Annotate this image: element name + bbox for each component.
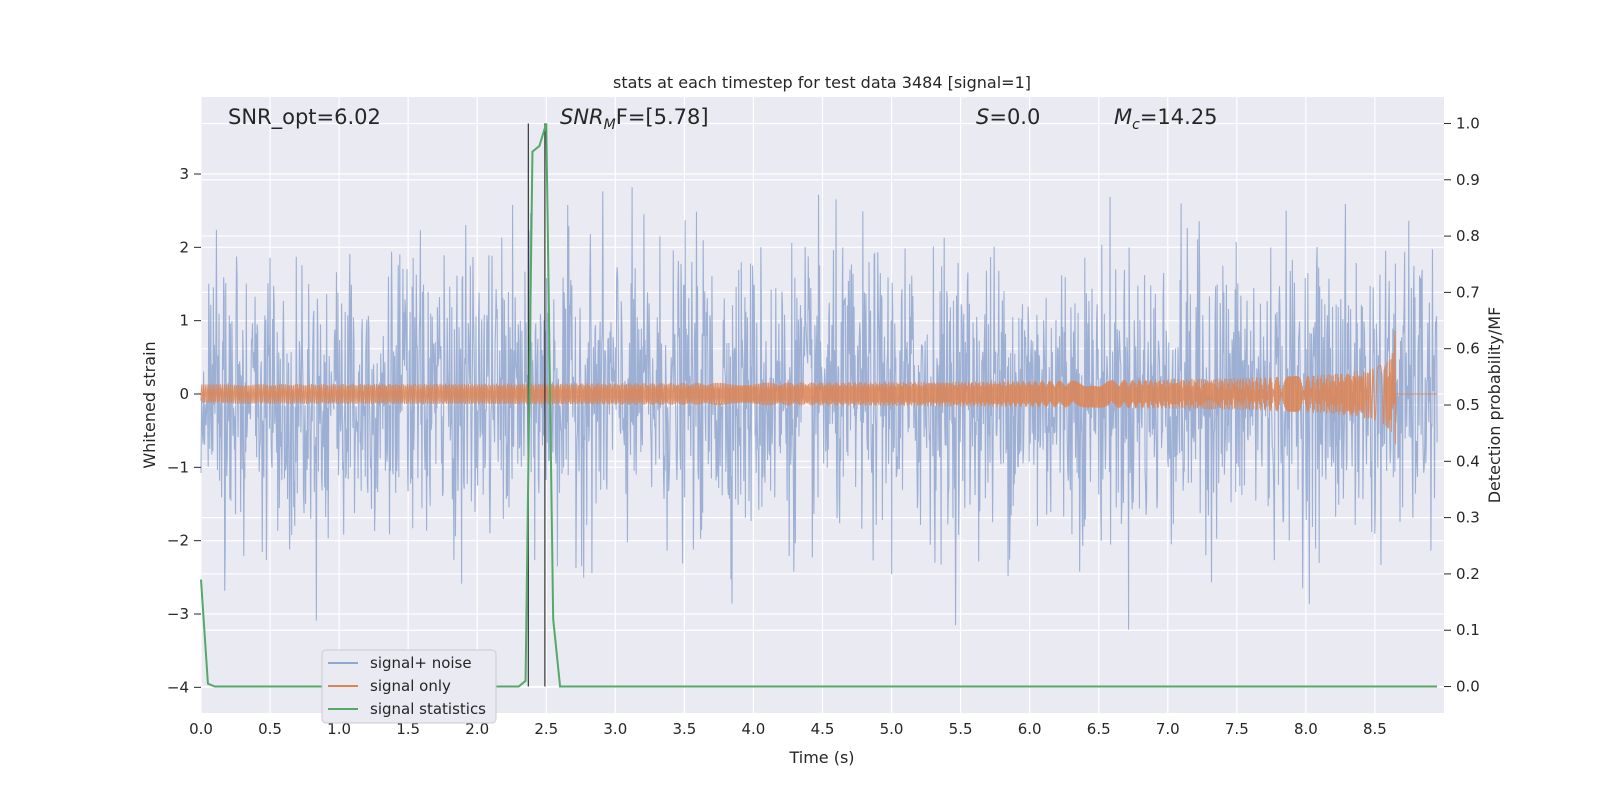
annotation-mc: Mc=14.25 (1114, 105, 1218, 133)
x-tick-label: 4.5 (811, 720, 835, 738)
series-signal-only (200, 330, 1438, 445)
x-tick-label: 8.0 (1294, 720, 1318, 738)
x-tick-label: 1.5 (396, 720, 420, 738)
y-right-tick-label: 0.2 (1456, 565, 1480, 583)
chart-title: stats at each timestep for test data 348… (613, 73, 1031, 92)
y-right-axis-ticks: 1.0 0.9 0.8 0.7 0.6 0.5 0.4 0.3 0.2 0.1 0.0 (1444, 114, 1480, 696)
x-tick-label: 6.5 (1087, 720, 1111, 738)
y-right-tick-label: 0.9 (1456, 171, 1480, 189)
y-left-tick-label: −4 (167, 678, 189, 696)
x-tick-label: 6.0 (1018, 720, 1042, 738)
y-left-axis-ticks: 3 2 1 0 −1 −2 −3 −4 (167, 165, 201, 696)
x-tick-label: 7.0 (1156, 720, 1180, 738)
x-axis-ticks: 0.0 0.5 1.0 1.5 2.0 2.5 3.0 3.5 4.0 4.5 5.0 5.5 6.0 6… (189, 720, 1387, 738)
y-left-tick-label: −1 (167, 458, 189, 476)
signal-only-line (200, 330, 1438, 445)
x-tick-label: 3.0 (603, 720, 627, 738)
x-tick-label: 5.5 (949, 720, 973, 738)
legend-label-stats: signal statistics (370, 700, 486, 718)
y-left-tick-label: 2 (179, 238, 189, 256)
x-tick-label: 0.5 (258, 720, 282, 738)
y-right-tick-label: 1.0 (1456, 114, 1480, 132)
x-tick-label: 5.0 (880, 720, 904, 738)
annotation-snr-mf: SNRMF=[5.78] (560, 105, 709, 133)
series-signal-statistics (200, 123, 1438, 688)
y-right-tick-label: 0.7 (1456, 283, 1480, 301)
annotation-snr-opt: SNR_opt=6.02 (228, 105, 381, 130)
annotation-s: S=0.0 (976, 105, 1040, 129)
y-right-tick-label: 0.6 (1456, 340, 1480, 358)
signal-plus-noise-line (200, 187, 1438, 630)
legend-label-noise: signal+ noise (370, 654, 472, 672)
signal-statistics-line (200, 123, 1438, 688)
y-right-tick-label: 0.4 (1456, 452, 1480, 470)
y-left-tick-label: −2 (167, 532, 189, 550)
y-left-tick-label: 1 (179, 312, 189, 330)
y-right-tick-label: 0.3 (1456, 509, 1480, 527)
x-axis-label: Time (s) (788, 748, 854, 767)
y-right-tick-label: 0.0 (1456, 678, 1480, 696)
series-signal-plus-noise (200, 187, 1438, 630)
x-tick-label: 8.5 (1363, 720, 1387, 738)
legend: signal+ noise signal only signal statist… (321, 649, 497, 724)
y-right-tick-label: 0.8 (1456, 227, 1480, 245)
y-right-axis-label: Detection probability/MF (1485, 307, 1504, 504)
y-right-tick-label: 0.1 (1456, 621, 1480, 639)
legend-label-signal: signal only (370, 677, 451, 695)
x-tick-label: 3.5 (672, 720, 696, 738)
y-left-tick-label: 0 (179, 385, 189, 403)
y-left-tick-label: 3 (179, 165, 189, 183)
legend-box (321, 649, 497, 724)
x-tick-label: 0.0 (189, 720, 213, 738)
x-tick-label: 2.5 (534, 720, 558, 738)
y-right-tick-label: 0.5 (1456, 396, 1480, 414)
x-tick-label: 7.5 (1225, 720, 1249, 738)
x-tick-label: 1.0 (327, 720, 351, 738)
x-tick-label: 4.0 (742, 720, 766, 738)
x-tick-label: 2.0 (465, 720, 489, 738)
y-left-axis-label: Whitened strain (140, 341, 159, 468)
y-left-tick-label: −3 (167, 605, 189, 623)
